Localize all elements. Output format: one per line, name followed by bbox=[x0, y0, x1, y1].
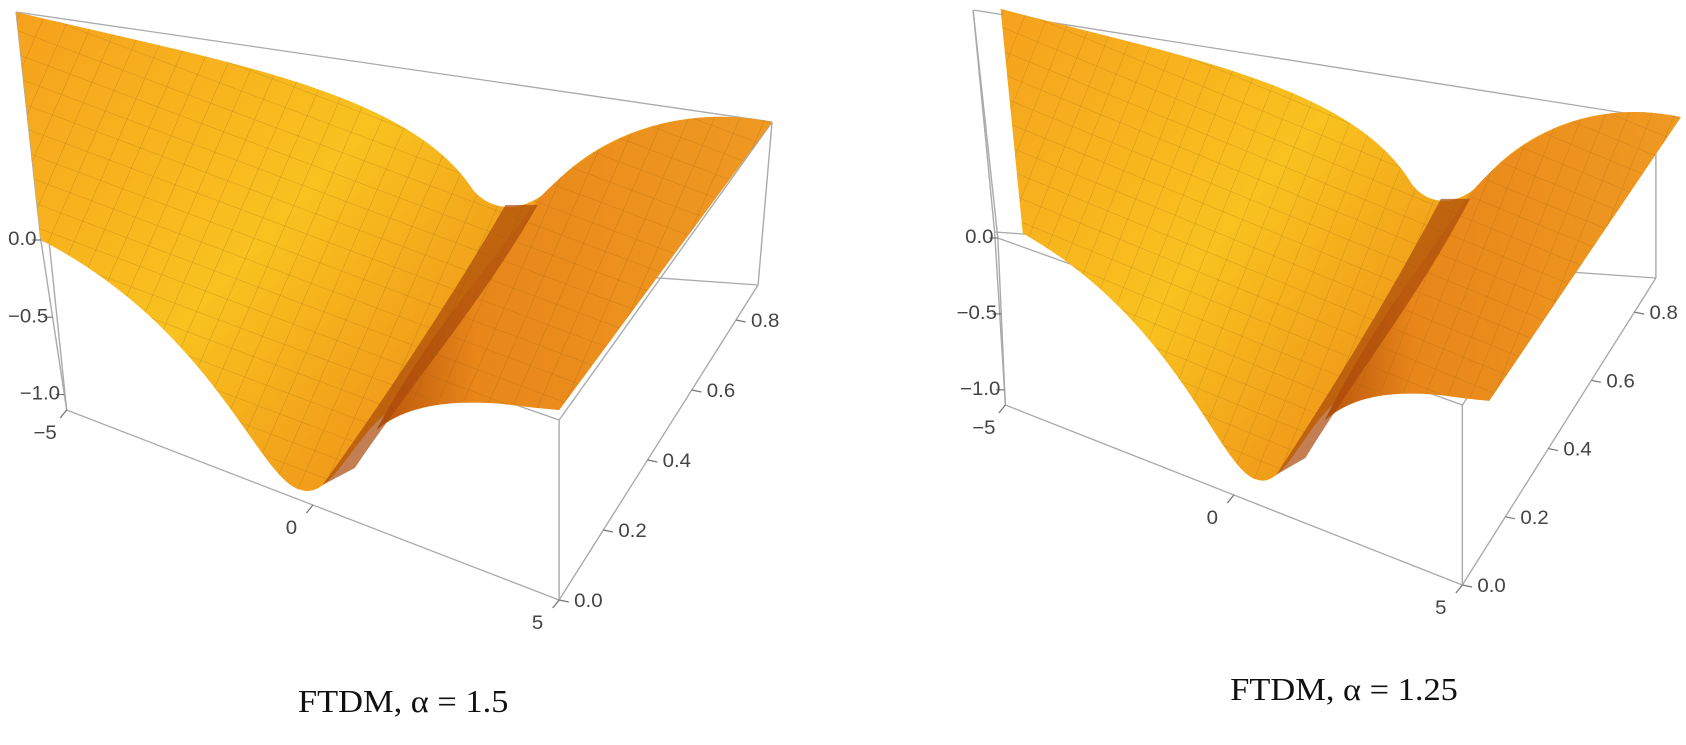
y-tick-label: 0.8 bbox=[751, 311, 779, 332]
x-tick bbox=[998, 404, 1006, 414]
x-tick-label: 0 bbox=[1207, 508, 1218, 529]
z-tick-label: −0.5 bbox=[957, 303, 997, 324]
y-tick bbox=[1634, 311, 1645, 315]
y-tick bbox=[1505, 516, 1516, 520]
panel-1: −5 0 5 0.0 0.2 0.4 0.6 0.8 0.0 −0.5 −1.0 FTDM, α =… bbox=[8, 11, 779, 720]
x-tick-label: 0 bbox=[286, 518, 297, 539]
y-tick bbox=[735, 319, 746, 323]
box-edge bbox=[558, 284, 759, 601]
y-tick-label: 0.8 bbox=[1649, 303, 1677, 324]
y-tick bbox=[1548, 447, 1559, 452]
x-tick bbox=[1455, 584, 1463, 594]
y-tick bbox=[603, 529, 614, 533]
z-tick-label: −0.5 bbox=[8, 306, 48, 327]
box-edge bbox=[972, 9, 1657, 119]
box-edge bbox=[972, 9, 996, 233]
y-tick-label: 0.6 bbox=[707, 381, 735, 402]
y-tick-label: 0.6 bbox=[1606, 371, 1634, 392]
z-tick-label: −1.0 bbox=[20, 383, 60, 404]
box-edge bbox=[558, 121, 773, 421]
surface bbox=[1000, 8, 1681, 481]
y-tick bbox=[1591, 379, 1602, 383]
y-tick-label: 0.0 bbox=[574, 591, 602, 612]
z-tick-label: −1.0 bbox=[960, 378, 1000, 399]
y-tick bbox=[647, 459, 658, 463]
x-tick-label: −5 bbox=[34, 423, 57, 444]
y-tick-label: 0.0 bbox=[1477, 576, 1505, 597]
x-tick bbox=[305, 504, 314, 514]
x-tick bbox=[552, 599, 560, 609]
box-edge bbox=[40, 239, 68, 411]
surface bbox=[16, 12, 773, 491]
box-edge bbox=[47, 234, 68, 411]
y-tick bbox=[558, 599, 569, 603]
x-tick bbox=[1226, 494, 1235, 504]
y-tick-label: 0.4 bbox=[663, 451, 691, 472]
y-tick-label: 0.4 bbox=[1563, 439, 1591, 460]
box-edge bbox=[16, 11, 773, 123]
caption: FTDM, α = 1.5 bbox=[298, 684, 508, 720]
axis-labels: −5 0 5 0.0 0.2 0.4 0.6 0.8 0.0 −0.5 −1.0 bbox=[957, 227, 1678, 619]
box-edge bbox=[1461, 277, 1657, 586]
axis-labels: −5 0 5 0.0 0.2 0.4 0.6 0.8 0.0 −0.5 −1.0 bbox=[8, 229, 779, 634]
y-tick-label: 0.2 bbox=[1520, 507, 1548, 528]
y-tick bbox=[1462, 584, 1473, 588]
x-tick-label: −5 bbox=[972, 418, 995, 439]
z-tick-label: 0.0 bbox=[8, 229, 36, 250]
z-tick-label: 0.0 bbox=[965, 227, 993, 248]
caption: FTDM, α = 1.25 bbox=[1230, 672, 1458, 708]
box-edge bbox=[997, 237, 1007, 406]
x-tick-label: 5 bbox=[1435, 598, 1446, 619]
panel-2: −5 0 5 0.0 0.2 0.4 0.6 0.8 0.0 −0.5 −1.0 FTDM, α =… bbox=[957, 8, 1681, 708]
box-edge bbox=[757, 121, 773, 286]
y-tick-label: 0.2 bbox=[618, 521, 646, 542]
x-tick bbox=[59, 409, 68, 419]
x-tick-label: 5 bbox=[532, 613, 543, 634]
y-tick bbox=[691, 389, 702, 393]
